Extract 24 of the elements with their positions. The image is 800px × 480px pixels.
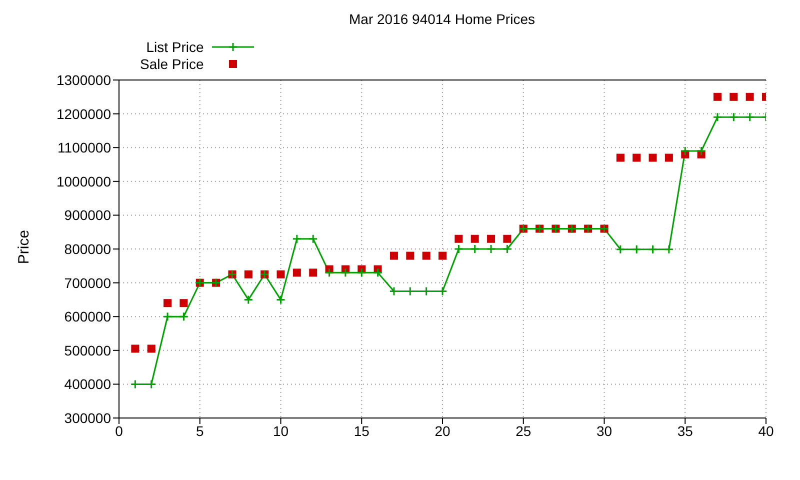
y-axis-title: Price <box>16 230 32 264</box>
x-tick-label: 25 <box>516 422 532 439</box>
y-tick-label: 400000 <box>64 376 112 392</box>
y-tick-label: 300000 <box>64 410 112 426</box>
x-tick-label: 30 <box>596 422 612 439</box>
legend-label: List Price <box>146 38 204 54</box>
y-tick-label: 500000 <box>64 342 112 358</box>
chart-title: Mar 2016 94014 Home Prices <box>348 11 536 27</box>
x-tick-label: 15 <box>354 422 370 439</box>
y-tick-label: 800000 <box>64 240 112 257</box>
y-tick-label: 900000 <box>64 207 112 224</box>
x-tick-label: 5 <box>196 422 204 439</box>
y-tick-label: 1200000 <box>56 106 112 122</box>
legend-label: Sale Price <box>140 56 204 72</box>
y-tick-label: 1300000 <box>56 72 112 88</box>
y-tick-label: 1000000 <box>56 173 112 190</box>
y-tick-label: 600000 <box>64 308 112 325</box>
x-tick-label: 40 <box>758 422 774 439</box>
x-tick-label: 35 <box>677 422 694 439</box>
y-tick-label: 1100000 <box>58 140 112 156</box>
y-tick-label: 700000 <box>64 274 112 291</box>
x-tick-label: 10 <box>272 422 289 439</box>
x-tick-label: 20 <box>434 422 450 439</box>
x-tick-label: 0 <box>115 422 124 439</box>
